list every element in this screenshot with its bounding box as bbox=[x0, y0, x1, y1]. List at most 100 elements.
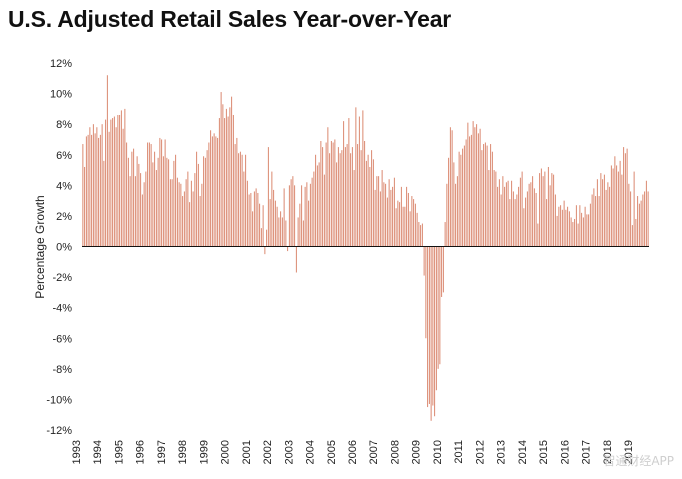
bar bbox=[514, 199, 516, 247]
bar bbox=[250, 192, 252, 247]
bar bbox=[323, 174, 325, 247]
bar bbox=[488, 170, 490, 247]
bar bbox=[399, 202, 401, 247]
bar bbox=[449, 127, 451, 247]
x-tick-label: 2015 bbox=[538, 440, 550, 464]
bar bbox=[595, 196, 597, 247]
bar bbox=[395, 208, 397, 247]
bar bbox=[420, 225, 422, 247]
bar bbox=[299, 203, 301, 247]
bar bbox=[582, 217, 584, 247]
bar bbox=[630, 191, 632, 247]
bar bbox=[224, 118, 226, 247]
bar bbox=[579, 205, 581, 247]
bar bbox=[252, 211, 254, 247]
bar bbox=[119, 114, 121, 247]
bar bbox=[507, 180, 509, 247]
bar bbox=[147, 142, 149, 247]
bar bbox=[472, 121, 474, 247]
bar bbox=[458, 151, 460, 247]
bar bbox=[491, 151, 493, 247]
bar bbox=[437, 246, 439, 369]
x-tick-label: 2017 bbox=[581, 440, 593, 464]
bar bbox=[334, 139, 336, 247]
bar bbox=[577, 223, 579, 247]
bar bbox=[308, 200, 310, 247]
bar bbox=[126, 142, 128, 247]
x-tick-label: 1997 bbox=[156, 440, 168, 464]
bar bbox=[196, 151, 198, 247]
y-tick-label: 8% bbox=[56, 119, 72, 131]
bar bbox=[169, 179, 171, 247]
bar bbox=[423, 246, 425, 276]
bar bbox=[537, 223, 539, 247]
bar bbox=[525, 197, 527, 247]
bar bbox=[330, 140, 332, 247]
y-tick-label: 2% bbox=[56, 211, 72, 223]
bar bbox=[271, 171, 273, 247]
bar bbox=[500, 194, 502, 247]
bar bbox=[378, 176, 380, 247]
bar bbox=[182, 196, 184, 247]
x-tick-label: 2013 bbox=[496, 440, 508, 464]
bar bbox=[581, 212, 583, 247]
bar bbox=[565, 209, 567, 247]
bar bbox=[103, 160, 105, 247]
bar bbox=[416, 212, 418, 247]
bar bbox=[229, 107, 231, 247]
bar bbox=[386, 197, 388, 247]
bar bbox=[337, 147, 339, 247]
bar bbox=[336, 162, 338, 247]
bar bbox=[390, 189, 392, 247]
bar bbox=[301, 185, 303, 247]
bar bbox=[589, 203, 591, 247]
bar bbox=[234, 144, 236, 247]
x-tick-label: 1999 bbox=[198, 440, 210, 464]
bar bbox=[467, 122, 469, 247]
bar bbox=[544, 171, 546, 247]
bar bbox=[551, 173, 553, 247]
x-tick-label: 2006 bbox=[347, 440, 359, 464]
bar bbox=[453, 162, 455, 247]
bar bbox=[262, 205, 264, 247]
bar bbox=[603, 174, 605, 247]
bar bbox=[208, 142, 210, 247]
x-tick-label: 2008 bbox=[390, 440, 402, 464]
bar bbox=[239, 151, 241, 247]
bar bbox=[444, 222, 446, 247]
bar bbox=[379, 191, 381, 247]
bar bbox=[435, 246, 437, 391]
bar bbox=[360, 150, 362, 247]
y-axis-ticks: 12% 10% 8% 6% 4% 2% 0% -2% -4% -6% -8% -10% -12% bbox=[46, 58, 72, 437]
bar bbox=[108, 131, 110, 247]
bar bbox=[533, 188, 535, 247]
bar bbox=[593, 188, 595, 247]
bar bbox=[266, 229, 268, 247]
bar bbox=[94, 133, 96, 247]
bar bbox=[609, 186, 611, 247]
bar bbox=[131, 151, 133, 247]
bar bbox=[493, 170, 495, 247]
bar bbox=[540, 168, 542, 247]
bar bbox=[614, 156, 616, 247]
x-tick-label: 2003 bbox=[283, 440, 295, 464]
bar bbox=[141, 194, 143, 247]
bar bbox=[400, 186, 402, 247]
bar bbox=[215, 136, 217, 247]
bar bbox=[227, 116, 229, 247]
bar bbox=[315, 154, 317, 247]
y-tick-label: -4% bbox=[52, 303, 72, 315]
bar bbox=[171, 179, 173, 247]
bar bbox=[325, 142, 327, 247]
bar bbox=[470, 134, 472, 247]
bar bbox=[523, 208, 525, 247]
bar bbox=[483, 144, 485, 247]
bar bbox=[568, 211, 570, 247]
x-tick-label: 2009 bbox=[411, 440, 423, 464]
bar bbox=[519, 177, 521, 247]
bar bbox=[364, 140, 366, 247]
bar bbox=[168, 159, 170, 247]
y-tick-label: 0% bbox=[56, 242, 72, 254]
bar bbox=[357, 144, 359, 247]
